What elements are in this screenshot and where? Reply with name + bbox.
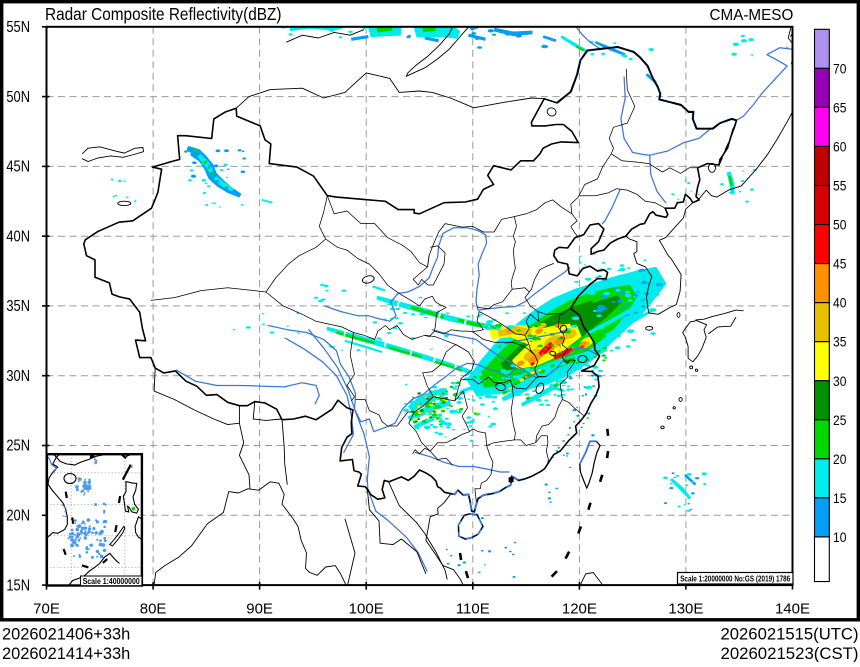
svg-text:Scale 1:20000000 No:GS (2019): Scale 1:20000000 No:GS (2019) 1786	[680, 574, 790, 584]
svg-text:110E: 110E	[456, 601, 490, 618]
svg-text:40: 40	[833, 296, 846, 311]
svg-text:2026021414+33h: 2026021414+33h	[2, 645, 130, 662]
svg-text:Radar Composite Reflectivity(d: Radar Composite Reflectivity(dBZ)	[45, 4, 282, 24]
svg-text:2026021406+33h: 2026021406+33h	[2, 626, 130, 644]
svg-text:25: 25	[833, 413, 846, 428]
svg-text:2026021515(UTC): 2026021515(UTC)	[721, 626, 859, 644]
svg-text:70E: 70E	[33, 601, 60, 618]
svg-text:50: 50	[833, 218, 846, 233]
svg-text:45N: 45N	[6, 159, 30, 176]
svg-text:140E: 140E	[775, 601, 810, 618]
svg-text:130E: 130E	[668, 601, 703, 618]
svg-text:55N: 55N	[6, 19, 30, 36]
svg-text:35: 35	[833, 335, 846, 350]
svg-text:15N: 15N	[6, 577, 30, 594]
svg-text:50N: 50N	[6, 89, 30, 106]
svg-text:35N: 35N	[6, 298, 30, 315]
svg-text:80E: 80E	[140, 601, 167, 618]
svg-text:20N: 20N	[6, 508, 30, 525]
svg-text:40N: 40N	[6, 228, 30, 245]
svg-text:30N: 30N	[6, 368, 30, 385]
svg-text:45: 45	[833, 257, 846, 272]
svg-text:120E: 120E	[562, 601, 597, 618]
svg-text:65: 65	[833, 100, 846, 115]
svg-text:90E: 90E	[246, 601, 273, 618]
svg-text:10: 10	[833, 530, 846, 545]
svg-text:CMA-MESO: CMA-MESO	[710, 7, 794, 24]
svg-text:Scale 1:40000000: Scale 1:40000000	[83, 576, 140, 586]
svg-text:100E: 100E	[349, 601, 384, 618]
svg-text:60: 60	[833, 139, 846, 154]
svg-text:25N: 25N	[6, 438, 30, 455]
svg-text:30: 30	[833, 374, 846, 389]
svg-text:55: 55	[833, 179, 846, 194]
svg-text:2026021523(CST): 2026021523(CST)	[721, 645, 859, 662]
svg-text:15: 15	[833, 491, 846, 506]
svg-text:70: 70	[833, 61, 846, 76]
svg-text:20: 20	[833, 452, 846, 467]
